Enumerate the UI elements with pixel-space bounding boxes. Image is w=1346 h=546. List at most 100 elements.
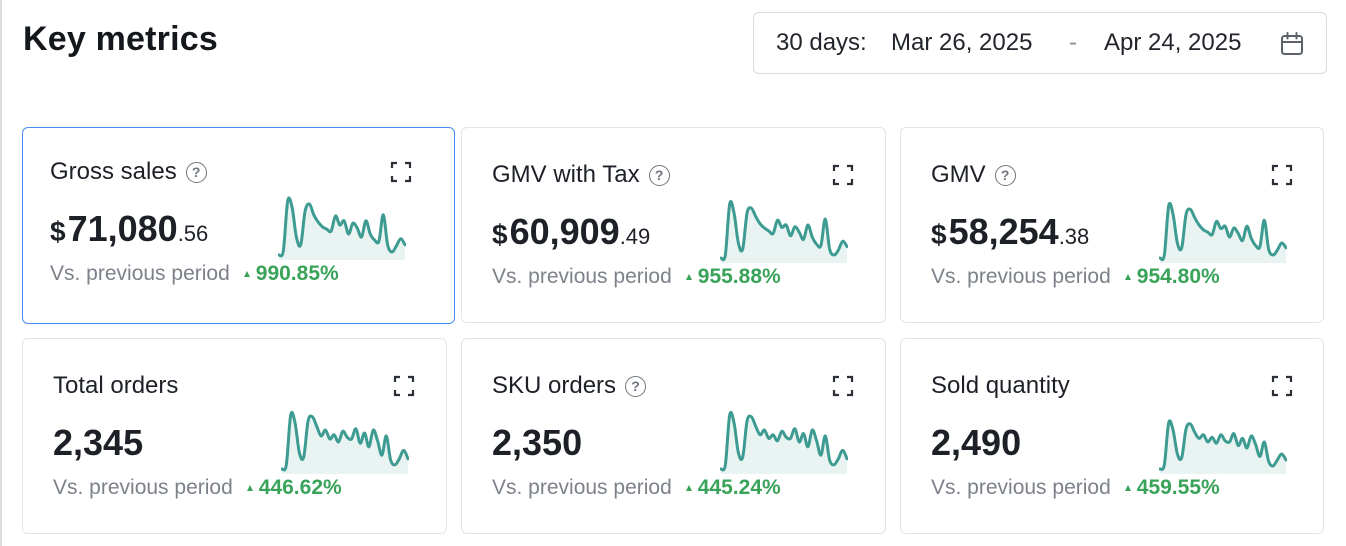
metric-value-decimal: .56 (177, 221, 209, 246)
sparkline-chart (720, 200, 848, 263)
change-value: 459.55% (1136, 476, 1220, 499)
date-range-separator: - (1069, 29, 1077, 56)
date-range-end[interactable]: Apr 24, 2025 (1104, 29, 1242, 56)
comparison-label: Vs. previous period (492, 476, 672, 499)
metric-title: SKU orders ? (492, 372, 647, 400)
change-value: 445.24% (697, 476, 781, 499)
metric-value-main: 71,080 (67, 208, 178, 249)
metric-comparison: Vs. previous period 445.24% (492, 476, 781, 500)
date-range-start[interactable]: Mar 26, 2025 (891, 29, 1033, 56)
sparkline-area (282, 412, 408, 474)
comparison-label: Vs. previous period (492, 265, 672, 288)
metric-card-gmv-with-tax[interactable]: GMV with Tax ? $60,909.49 Vs. previous p… (461, 127, 886, 323)
up-arrow-icon (1124, 485, 1131, 491)
sparkline-chart (1159, 419, 1287, 474)
metric-value: 2,345 (53, 422, 143, 464)
metric-comparison: Vs. previous period 459.55% (931, 476, 1220, 500)
metric-value-main: 58,254 (948, 211, 1059, 252)
sparkline-line (1159, 419, 1287, 471)
metric-currency: $ (492, 219, 508, 250)
calendar-icon[interactable] (1279, 31, 1305, 57)
up-arrow-icon (246, 485, 253, 491)
metric-value: $58,254.38 (931, 211, 1089, 253)
help-icon[interactable]: ? (648, 164, 670, 186)
left-border (0, 0, 2, 546)
expand-icon[interactable] (1270, 163, 1294, 187)
metric-value-main: 2,345 (53, 422, 144, 463)
change-indicator: 459.55% (1124, 476, 1220, 500)
metric-title-label: Sold quantity (931, 372, 1070, 399)
metric-currency: $ (50, 216, 66, 247)
metric-value-main: 2,490 (931, 422, 1022, 463)
metric-title: Sold quantity (931, 372, 1070, 400)
metric-card-total-orders[interactable]: Total orders 2,345 Vs. previous period 4… (22, 338, 447, 534)
metric-title-label: Gross sales (50, 158, 177, 185)
metric-value-decimal: .49 (619, 224, 651, 249)
sparkline-chart (281, 410, 409, 474)
sparkline-line (720, 410, 848, 472)
comparison-label: Vs. previous period (53, 476, 233, 499)
change-indicator: 445.24% (685, 476, 781, 500)
metric-title: Total orders (53, 372, 178, 400)
change-value: 955.88% (697, 265, 781, 288)
expand-icon[interactable] (1270, 374, 1294, 398)
metric-title: GMV ? (931, 161, 1016, 189)
sparkline-chart (720, 410, 848, 474)
metric-title: GMV with Tax ? (492, 161, 670, 189)
expand-icon[interactable] (831, 374, 855, 398)
up-arrow-icon (685, 274, 692, 280)
metric-value-main: 2,350 (492, 422, 583, 463)
sparkline-line (720, 200, 848, 262)
date-range-picker[interactable]: 30 days: Mar 26, 2025 - Apr 24, 2025 (753, 12, 1327, 74)
metric-card-sku-orders[interactable]: SKU orders ? 2,350 Vs. previous period 4… (461, 338, 886, 534)
help-icon[interactable]: ? (994, 164, 1016, 186)
expand-icon[interactable] (831, 163, 855, 187)
sparkline-area (1160, 203, 1286, 263)
metric-title-label: GMV with Tax (492, 161, 640, 188)
metric-card-gmv[interactable]: GMV ? $58,254.38 Vs. previous period 954… (900, 127, 1324, 323)
change-value: 990.85% (255, 262, 339, 285)
metric-comparison: Vs. previous period 990.85% (50, 262, 339, 286)
date-range-prefix: 30 days: (776, 29, 867, 56)
sparkline-line (278, 196, 406, 258)
metric-value: 2,350 (492, 422, 582, 464)
sparkline-line (281, 410, 409, 472)
sparkline-area (721, 201, 847, 263)
sparkline-line (1159, 201, 1287, 262)
sparkline-area (721, 412, 847, 474)
metric-comparison: Vs. previous period 954.80% (931, 265, 1220, 289)
help-icon[interactable]: ? (625, 375, 647, 397)
metric-card-sold-quantity[interactable]: Sold quantity 2,490 Vs. previous period … (900, 338, 1324, 534)
metric-title-label: Total orders (53, 372, 179, 399)
metric-value: $60,909.49 (492, 211, 650, 253)
metric-title: Gross sales ? (50, 158, 207, 186)
page-title: Key metrics (23, 20, 218, 58)
comparison-label: Vs. previous period (931, 265, 1111, 288)
metric-comparison: Vs. previous period 955.88% (492, 265, 781, 289)
metric-value: 2,490 (931, 422, 1021, 464)
expand-icon[interactable] (392, 374, 416, 398)
expand-icon[interactable] (389, 160, 413, 184)
metric-value-main: 60,909 (509, 211, 620, 252)
up-arrow-icon (685, 485, 692, 491)
metric-title-label: SKU orders (492, 372, 617, 399)
metric-currency: $ (931, 219, 947, 250)
sparkline-chart (278, 196, 406, 260)
change-value: 446.62% (258, 476, 342, 499)
comparison-label: Vs. previous period (50, 262, 230, 285)
metric-comparison: Vs. previous period 446.62% (53, 476, 342, 500)
change-indicator: 955.88% (685, 265, 781, 289)
change-value: 954.80% (1136, 265, 1220, 288)
change-indicator: 446.62% (246, 476, 342, 500)
change-indicator: 954.80% (1124, 265, 1220, 289)
sparkline-area (1160, 420, 1286, 474)
help-icon[interactable]: ? (185, 161, 207, 183)
metric-value-decimal: .38 (1058, 224, 1090, 249)
up-arrow-icon (243, 271, 250, 277)
sparkline-chart (1159, 201, 1287, 263)
metric-card-gross-sales[interactable]: Gross sales ? $71,080.56 Vs. previous pe… (22, 127, 455, 324)
up-arrow-icon (1124, 274, 1131, 280)
metric-title-label: GMV (931, 161, 986, 188)
metric-value: $71,080.56 (50, 208, 208, 250)
comparison-label: Vs. previous period (931, 476, 1111, 499)
